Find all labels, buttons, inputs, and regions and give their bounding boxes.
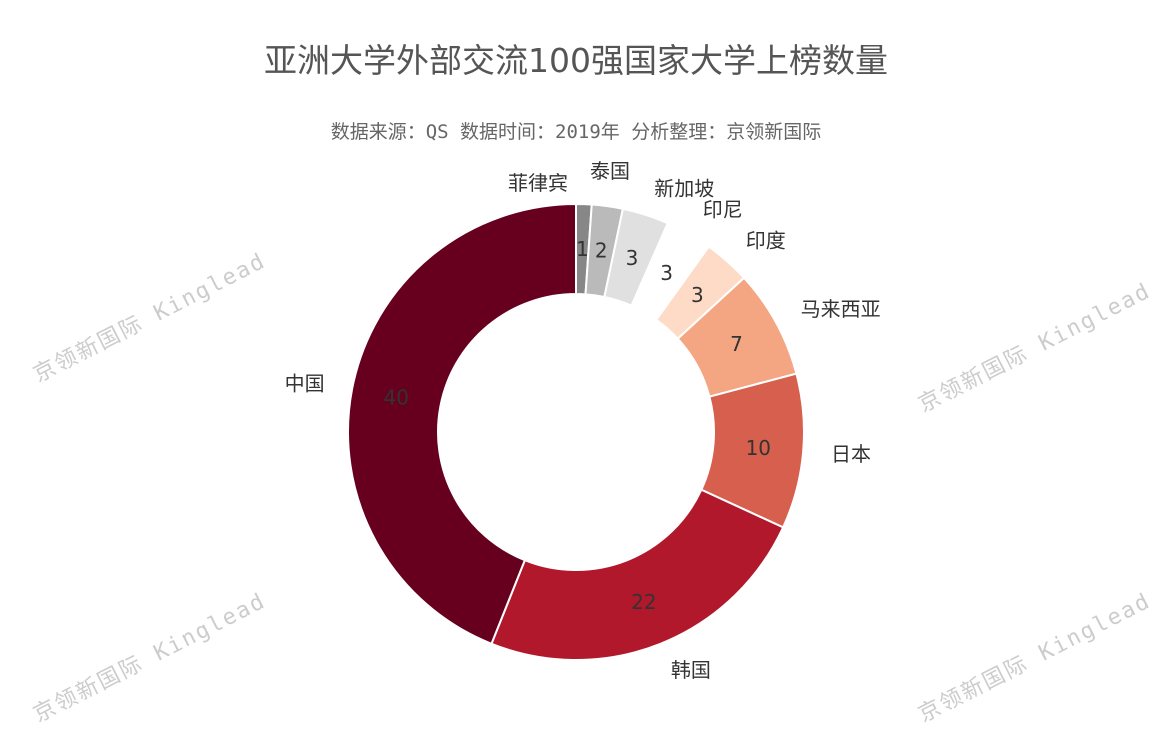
category-label: 马来西亚 [801, 297, 881, 321]
category-label: 新加坡 [654, 176, 714, 200]
category-label: 泰国 [590, 159, 630, 183]
value-label: 3 [626, 246, 639, 270]
slice-中国 [347, 202, 577, 646]
category-label: 中国 [285, 372, 325, 396]
value-label: 40 [384, 385, 409, 409]
value-label: 10 [746, 436, 771, 460]
category-label: 日本 [831, 442, 871, 466]
slice-韩国 [490, 488, 785, 661]
value-label: 3 [691, 283, 704, 307]
category-label: 印尼 [703, 198, 743, 222]
category-label: 菲律宾 [508, 171, 568, 195]
value-label: 22 [631, 590, 656, 614]
value-label: 7 [730, 332, 743, 356]
chart-title: 亚洲大学外部交流100强国家大学上榜数量 [264, 41, 888, 80]
value-label: 2 [595, 239, 608, 263]
value-label: 3 [660, 261, 673, 285]
category-label: 韩国 [671, 658, 711, 682]
category-label: 印度 [746, 228, 786, 252]
chart-subtitle: 数据来源：QS 数据时间：2019年 分析整理：京领新国际 [330, 121, 822, 143]
value-label: 1 [576, 237, 589, 261]
